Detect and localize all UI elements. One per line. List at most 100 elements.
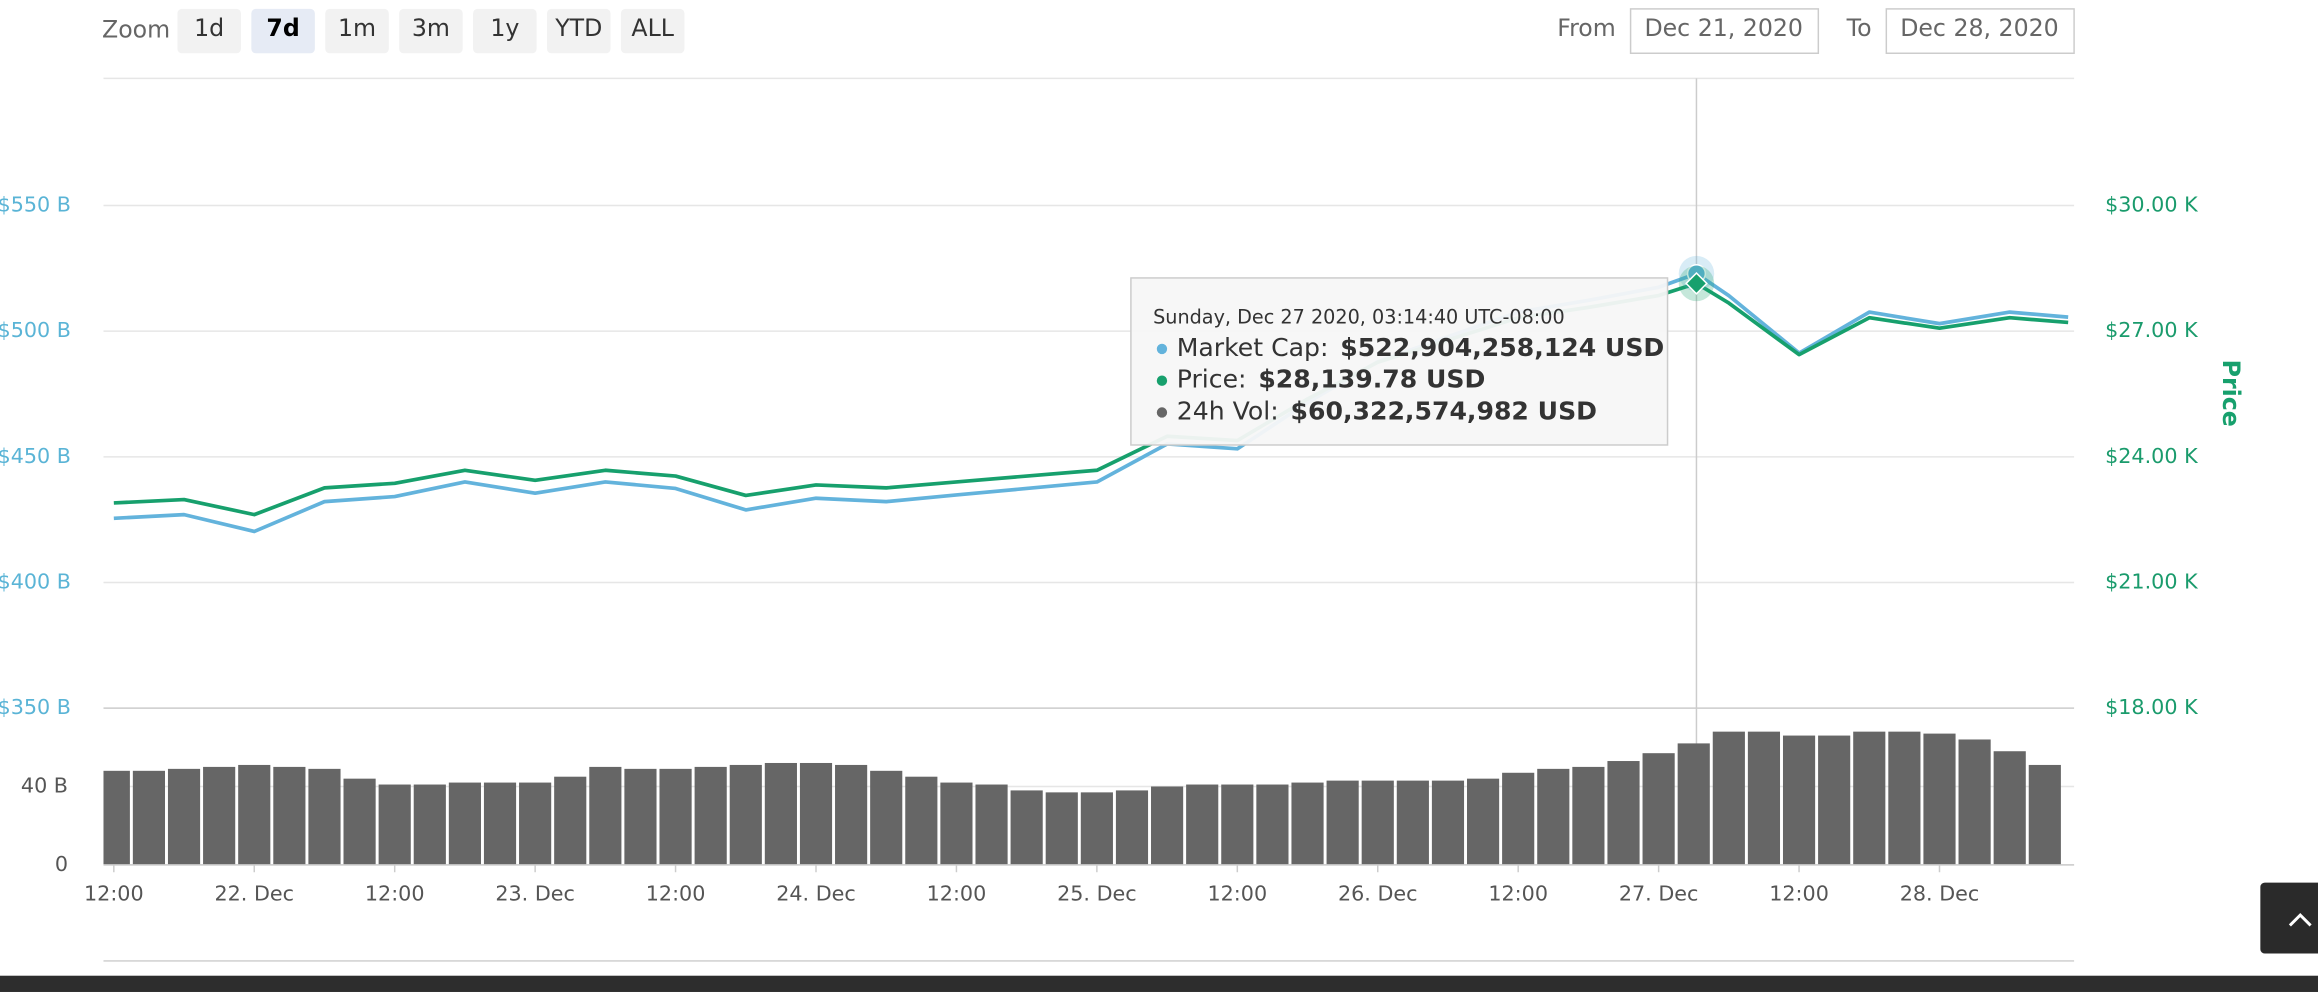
from-label: From (1557, 14, 1616, 42)
series-line (113, 271, 2069, 534)
plot-area: $350 B $400 B $450 B $500 B $550 B $18.00 K $2… (0, 78, 2198, 905)
volume-bar (2028, 764, 2061, 865)
tooltip-bullet (1156, 407, 1168, 418)
x-tick-label: 28. Dec (1900, 881, 1980, 905)
volume-bar (1677, 743, 1710, 865)
volume-bar (799, 762, 833, 865)
back-to-top[interactable] (2260, 882, 2318, 954)
zoom-button[interactable] (251, 8, 315, 54)
volume-bar (1818, 735, 1851, 865)
to-label: To (1846, 14, 1872, 42)
navigator-bar (0, 975, 2318, 992)
volume-bar (659, 768, 692, 865)
tooltip: Sunday, Dec 27 2020, 03:14:40 UTC-08:00 … (1130, 277, 1669, 446)
volume-bar (1782, 735, 1816, 865)
volume-bar (905, 776, 938, 865)
volume-bar (343, 778, 376, 865)
zoom-label: Zoom (102, 16, 170, 44)
tooltip-bullet (1156, 343, 1168, 355)
volume-bar (729, 764, 762, 865)
x-tick-label: 22. Dec (214, 881, 294, 905)
volume-bar (1291, 782, 1324, 865)
volume-bar (1853, 731, 1886, 865)
zoom-button-label: YTD (554, 14, 602, 42)
chevron-icon (2288, 913, 2312, 927)
y-tick-label: $350 B (0, 695, 71, 719)
tooltip-item-label: Price: (1177, 365, 1247, 394)
tooltip-item: Market Cap: $522,904,258,124 USD (1177, 333, 1665, 362)
zoom-button[interactable] (177, 8, 241, 54)
x-tick-label: 23. Dec (495, 881, 575, 905)
tooltip-item-label: Market Cap: (1177, 333, 1329, 362)
volume-bar (624, 768, 657, 865)
zoom-button-label: 1m (338, 14, 376, 42)
volume-bar (835, 764, 868, 865)
volume-bar (413, 784, 446, 865)
volume-tick-label: 40 B (21, 773, 68, 797)
tooltip-item-label: 24h Vol: (1177, 396, 1279, 425)
x-tick-label: 12:00 (1769, 881, 1829, 905)
x-tick-label: 12:00 (365, 881, 425, 905)
volume-bar (378, 784, 411, 865)
zoom-button-label: 3m (412, 14, 450, 42)
volume-bar (1712, 731, 1745, 865)
y-tick-label: $550 B (0, 193, 71, 217)
x-tick-label: 12:00 (646, 881, 706, 905)
volume-bar (1010, 790, 1043, 865)
volume-bar (554, 776, 587, 865)
volume-bar (238, 764, 271, 865)
volume-bar (1151, 786, 1184, 865)
volume-bar (1326, 780, 1359, 865)
volume-bar (1747, 731, 1781, 865)
y2-axis-title: Price (2217, 360, 2245, 427)
zoom-button[interactable] (325, 8, 389, 54)
zoom-button[interactable] (399, 8, 463, 54)
zoom-button-label: ALL (631, 14, 674, 42)
hover-marker (1685, 272, 1708, 295)
volume-bar (1045, 792, 1078, 865)
tooltip-item-value: $522,904,258,124 USD (1340, 333, 1664, 362)
tooltip-header: Sunday, Dec 27 2020, 03:14:40 UTC-08:00 (1153, 305, 1565, 328)
volume-bar (448, 782, 481, 865)
volume-bar (694, 766, 727, 865)
zoom-button[interactable] (546, 8, 611, 54)
tooltip-item: Price: $28,139.78 USD (1177, 365, 1486, 394)
volume-bar (273, 766, 306, 865)
y-tick-label: $400 B (0, 569, 71, 593)
from-input[interactable] (1629, 8, 1820, 54)
x-tick-label: 12:00 (1207, 881, 1267, 905)
x-tick-label: 27. Dec (1619, 881, 1699, 905)
y-tick-label: $450 B (0, 444, 71, 468)
zoom-button-label: 1d (194, 14, 224, 42)
volume-bar (1888, 731, 1921, 865)
zoom-button[interactable] (620, 8, 685, 54)
volume-bar (1993, 751, 2026, 865)
volume-bar (1080, 792, 1113, 865)
volume-bar (483, 782, 517, 865)
volume-bar (1431, 780, 1465, 865)
volume-bar (1607, 761, 1640, 865)
to-input[interactable] (1885, 8, 2075, 54)
volume-bar (1642, 753, 1675, 865)
volume-bar (1256, 784, 1289, 865)
volume-bar (308, 768, 341, 865)
volume-bar (589, 766, 622, 865)
y2-tick-label: $30.00 K (2105, 193, 2198, 217)
volume-bar (103, 770, 130, 865)
y2-tick-label: $24.00 K (2105, 444, 2198, 468)
volume-bar (1186, 784, 1219, 865)
volume-bar (1958, 739, 1991, 865)
x-tick-label: 12:00 (927, 881, 987, 905)
zoom-button[interactable] (473, 8, 537, 54)
x-tick-label: 12:00 (84, 881, 144, 905)
range-selector: From Dec 21, 2020 To Dec 28, 2020 (1557, 8, 2075, 54)
tooltip-item-value: $60,322,574,982 USD (1291, 396, 1598, 425)
volume-bar (975, 784, 1008, 865)
back-to-top-button[interactable] (2260, 882, 2318, 954)
volume-bar (1361, 780, 1394, 865)
y2-tick-label: $21.00 K (2105, 569, 2198, 593)
volume-tick-label: 0 (55, 852, 68, 876)
to-value: Dec 28, 2020 (1900, 14, 2059, 42)
